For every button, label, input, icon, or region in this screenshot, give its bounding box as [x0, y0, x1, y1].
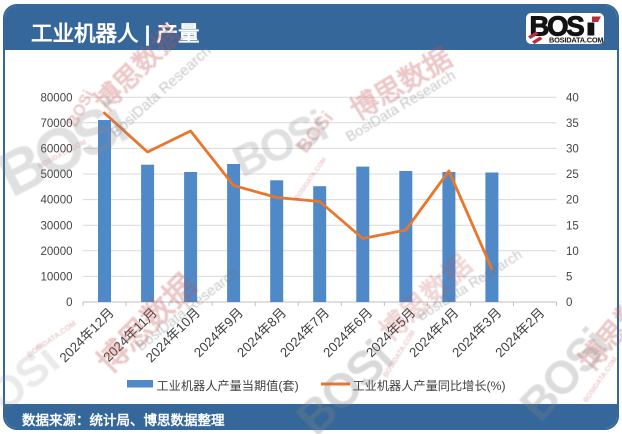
svg-text:BOSIDATA.COM: BOSIDATA.COM	[549, 36, 603, 45]
svg-text:30: 30	[566, 144, 579, 156]
svg-text:50000: 50000	[41, 169, 73, 181]
svg-text:70000: 70000	[41, 118, 73, 130]
svg-text:工业机器人产量同比增长(%): 工业机器人产量同比增长(%)	[353, 378, 506, 393]
svg-text:40000: 40000	[41, 195, 73, 207]
svg-text:15: 15	[566, 220, 579, 232]
svg-text:60000: 60000	[41, 144, 73, 156]
svg-text:20: 20	[566, 195, 579, 207]
svg-text:10000: 10000	[41, 272, 73, 284]
svg-text:40: 40	[566, 92, 579, 104]
svg-text:10: 10	[566, 246, 579, 258]
svg-text:0: 0	[66, 297, 72, 309]
svg-text:5: 5	[566, 272, 572, 284]
svg-text:35: 35	[566, 118, 579, 130]
svg-text:25: 25	[566, 169, 579, 181]
svg-text:20000: 20000	[41, 246, 73, 258]
svg-text:工业机器人产量当期值(套): 工业机器人产量当期值(套)	[157, 378, 299, 393]
svg-text:80000: 80000	[41, 92, 73, 104]
svg-text:0: 0	[566, 297, 572, 309]
svg-text:30000: 30000	[41, 220, 73, 232]
svg-text:BOS: BOS	[530, 13, 585, 42]
